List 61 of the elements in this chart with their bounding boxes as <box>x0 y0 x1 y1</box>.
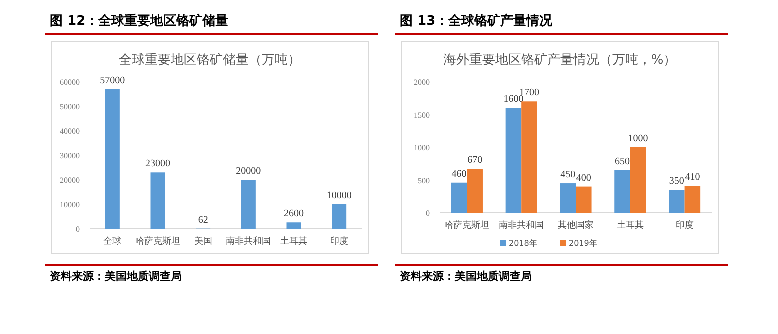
chart-subtitle: 海外重要地区铬矿产量情况（万吨，%） <box>443 53 677 68</box>
chart-subtitle: 全球重要地区铬矿储量（万吨） <box>119 53 301 68</box>
text: 资料来源：美国地质调查局 <box>400 270 532 283</box>
x-tick-label: 南非共和国 <box>499 220 544 231</box>
x-tick-label: 哈萨克斯坦 <box>136 236 180 247</box>
bar <box>560 184 576 213</box>
data-label: 57000 <box>100 75 126 86</box>
data-label: 410 <box>685 172 700 184</box>
data-label: 1000 <box>628 134 648 144</box>
y-tick-label: 1000 <box>414 144 430 152</box>
bar <box>506 108 522 213</box>
x-tick-label: 南非共和国 <box>226 236 272 247</box>
bar <box>522 102 538 213</box>
x-tick-label: 印度 <box>330 236 348 247</box>
data-label: 460 <box>452 168 467 180</box>
bar <box>332 204 347 229</box>
data-label: 10000 <box>326 190 352 202</box>
chart-title: 图 13：全球铬矿产量情况 <box>400 13 554 29</box>
bar <box>467 169 483 213</box>
data-label: 450 <box>560 170 576 181</box>
bar <box>576 186 592 213</box>
bar <box>614 170 630 213</box>
bar <box>105 89 120 229</box>
y-tick-label: 0 <box>426 209 430 218</box>
x-tick-label: 美国 <box>194 236 212 247</box>
bar <box>451 182 468 213</box>
data-label: 670 <box>468 155 483 166</box>
data-label: 400 <box>576 172 592 184</box>
data-label: 62 <box>198 214 208 226</box>
data-label: 2600 <box>284 208 304 220</box>
legend-label: 2019年 <box>569 239 598 248</box>
bar <box>150 172 166 229</box>
data-label: 650 <box>615 156 630 168</box>
x-tick-label: 土耳其 <box>616 220 644 231</box>
x-tick-label: 哈萨克斯坦 <box>444 220 490 231</box>
text: 资料来源：美国地质调查局 <box>50 270 182 283</box>
bar <box>630 148 646 213</box>
y-tick-label: 0 <box>76 225 80 234</box>
y-tick-label: 500 <box>418 176 430 186</box>
y-tick-label: 60000 <box>60 78 80 87</box>
x-tick-label: 其他国家 <box>558 220 594 231</box>
x-tick-label: 土耳其 <box>280 236 308 247</box>
bar <box>286 222 302 229</box>
y-tick-label: 20000 <box>60 176 80 185</box>
x-tick-label: 印度 <box>676 220 694 231</box>
y-tick-label: 50000 <box>60 102 80 112</box>
legend-label: 2018年 <box>509 239 538 248</box>
data-label: 23000 <box>146 158 170 170</box>
y-tick-label: 40000 <box>60 127 80 136</box>
data-label: 1600 <box>504 94 524 106</box>
y-tick-label: 30000 <box>60 152 80 160</box>
x-tick-label: 全球 <box>104 236 122 247</box>
y-tick-label: 10000 <box>60 200 80 210</box>
bar <box>669 190 685 213</box>
y-tick-label: 1500 <box>414 110 430 120</box>
data-label: 20000 <box>236 166 262 177</box>
y-tick-label: 2000 <box>414 78 430 87</box>
data-label: 350 <box>669 176 684 188</box>
bar <box>241 180 256 229</box>
chart-title: 图 12：全球重要地区铬矿储量 <box>50 13 229 29</box>
bar <box>684 186 701 213</box>
